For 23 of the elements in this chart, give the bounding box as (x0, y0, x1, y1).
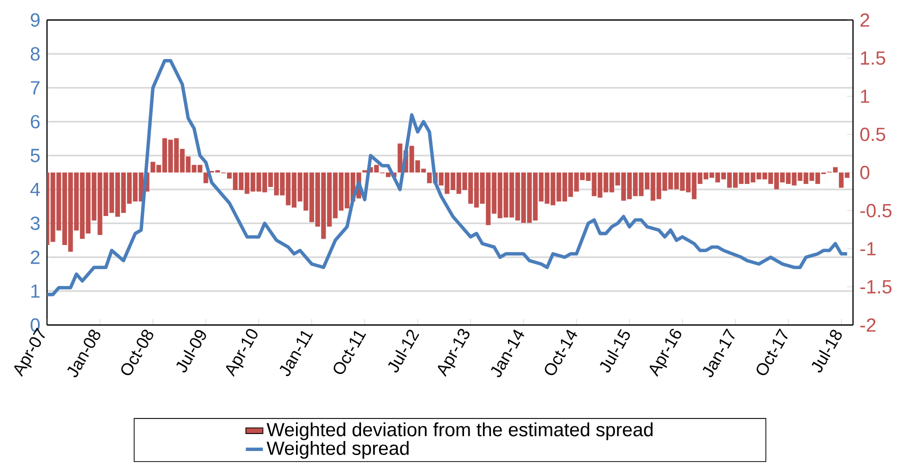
y-tick-label: 2 (30, 250, 40, 264)
y2-tick-label: 0 (860, 166, 870, 180)
y2-tick-label: -1 (860, 242, 876, 256)
y-tick-label: 6 (30, 114, 40, 128)
y2-tick-label: -1.5 (860, 280, 892, 294)
y-tick-label: 8 (30, 47, 40, 61)
y-tick-label: 1 (31, 284, 40, 298)
y2-tick-label: -2 (860, 318, 876, 332)
legend-label: Weighted deviation from the estimated spread (266, 422, 653, 440)
y2-tick-label: 2 (860, 13, 870, 27)
y-tick-label: 7 (30, 81, 40, 94)
line-series (47, 58, 849, 296)
y2-tick-label: 0.5 (860, 128, 886, 142)
y-tick-label: 5 (30, 148, 40, 162)
y2-tick-label: 1.5 (860, 51, 886, 65)
bar (203, 172, 208, 184)
y-tick-label: 3 (30, 216, 40, 230)
y-tick-label: 9 (30, 13, 40, 27)
y2-tick-label: 1 (860, 90, 870, 103)
legend-label: Weighted spread (266, 441, 409, 459)
y-tick-label: 4 (30, 182, 40, 196)
y2-tick-label: -0.5 (860, 204, 892, 218)
bar (374, 164, 379, 172)
